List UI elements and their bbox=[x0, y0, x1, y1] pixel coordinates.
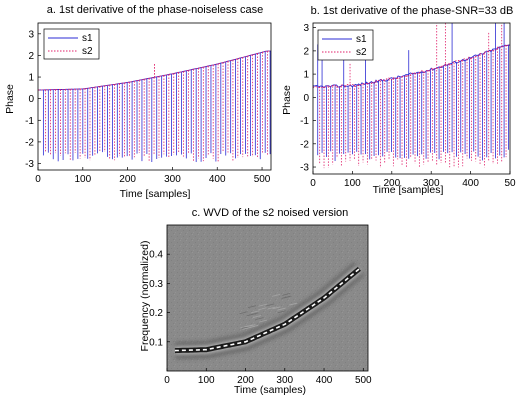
panel-c-ytick-label: 0.2 bbox=[149, 308, 163, 319]
panel-c-crossterm bbox=[258, 307, 267, 311]
panel-c-crossterm bbox=[282, 293, 291, 296]
panel-a-ytick-label: 2 bbox=[28, 51, 34, 62]
panel-c-frame bbox=[166, 224, 369, 372]
panel-b-ytick-label: 1 bbox=[303, 70, 309, 81]
panel-c-crossterm bbox=[250, 312, 259, 316]
panel-a-xlabel: Time [samples] bbox=[120, 188, 191, 200]
panel-a-ytick-label: -1 bbox=[25, 116, 34, 127]
panel-c-crossterm bbox=[250, 310, 260, 314]
panel-b-ytick-label: -2 bbox=[300, 139, 309, 150]
panel-b-plot-area bbox=[313, 23, 510, 169]
panel-b-xtick-label: 400 bbox=[462, 178, 479, 189]
panel-b: b. 1st derivative of the phase-SNR=33 dB… bbox=[281, 5, 516, 196]
panel-a-xtick-label: 300 bbox=[164, 174, 181, 185]
panel-c-crossterm bbox=[267, 306, 276, 310]
panel-c: c. WVD of the s2 noised version 0 100 200 3… bbox=[139, 207, 372, 396]
panel-c-crossterm bbox=[281, 296, 290, 299]
panel-a-axes: 0 100 200 300 400 500 3 2 1 0 -1 -2 -3 bbox=[25, 29, 271, 185]
panel-c-xtick-label: 0 bbox=[164, 375, 170, 386]
panel-c-axes: 0 100 200 300 400 500 0.4 0.3 0.2 0.1 bbox=[149, 250, 372, 386]
panel-c-crossterm bbox=[255, 317, 264, 321]
panel-b-frame bbox=[312, 22, 511, 175]
panel-b-axes: 0 100 200 300 400 50 3 2 1 0 -1 -2 -3 bbox=[300, 23, 516, 189]
panel-b-ytick-label: 0 bbox=[303, 93, 309, 104]
panel-b-legend-box bbox=[317, 29, 374, 61]
panel-b-xtick-label: 200 bbox=[383, 178, 400, 189]
panel-b-legend: s1 s2 bbox=[317, 29, 374, 61]
panel-a-title: a. 1st derivative of the phase-noiseless… bbox=[47, 4, 263, 16]
panel-b-xlabel: Time [samples] bbox=[373, 184, 444, 196]
panel-c-crossterm bbox=[252, 315, 262, 318]
panel-c-title: c. WVD of the s2 noised version bbox=[192, 207, 349, 219]
panel-a-xtick-label: 500 bbox=[254, 174, 271, 185]
panel-a-ytick-label: 3 bbox=[28, 29, 34, 40]
panel-a-xtick-label: 200 bbox=[119, 174, 136, 185]
panel-b-title: b. 1st derivative of the phase-SNR=33 dB bbox=[311, 5, 514, 17]
panel-c-crossterm bbox=[259, 319, 268, 323]
panel-a-ytick-label: -2 bbox=[25, 137, 34, 148]
panel-a-xtick-label: 0 bbox=[35, 174, 41, 185]
panel-c-xtick-label: 200 bbox=[237, 375, 254, 386]
panel-c-ridge-line bbox=[174, 268, 360, 352]
panel-c-xtick-label: 300 bbox=[276, 375, 293, 386]
panel-b-ytick-label: 3 bbox=[303, 23, 309, 34]
panel-c-crossterm bbox=[277, 307, 286, 311]
panel-c-crossterm bbox=[242, 327, 251, 330]
panel-c-xtick-label: 400 bbox=[316, 375, 333, 386]
panel-c-crossterm bbox=[258, 303, 268, 307]
panel-c-plot-area bbox=[167, 225, 368, 371]
panel-c-crossterm bbox=[289, 302, 298, 306]
panel-a-legend: s1 s2 bbox=[43, 28, 100, 60]
panel-a-plot-area bbox=[38, 50, 271, 163]
panel-c-xtick-label: 100 bbox=[198, 375, 215, 386]
panel-b-ylabel: Phase bbox=[281, 85, 293, 115]
panel-c-ytick-label: 0.1 bbox=[149, 337, 163, 348]
panel-a-legend-s1: s1 bbox=[82, 33, 93, 44]
panel-a-ytick-label: -3 bbox=[25, 159, 34, 170]
panel-c-ytick-label: 0.4 bbox=[149, 250, 163, 261]
panel-b-xtick-label: 100 bbox=[344, 178, 361, 189]
panel-c-ytick-label: 0.3 bbox=[149, 279, 163, 290]
panel-c-crossterm bbox=[239, 311, 248, 315]
panel-a-frame bbox=[37, 22, 272, 171]
panel-a-legend-s2: s2 bbox=[82, 46, 93, 57]
panel-b-legend-s2: s2 bbox=[356, 47, 367, 58]
panel-b-xtick-label: 300 bbox=[423, 178, 440, 189]
panel-c-xtick-label: 500 bbox=[355, 375, 372, 386]
panel-b-ytick-label: -3 bbox=[300, 163, 309, 174]
panel-c-crossterm bbox=[277, 310, 286, 314]
panel-b-xtick-label: 50 bbox=[504, 178, 516, 189]
panel-b-ytick-label: -1 bbox=[300, 116, 309, 127]
panel-a-xtick-label: 400 bbox=[209, 174, 226, 185]
panel-a: a. 1st derivative of the phase-noiseless… bbox=[4, 4, 272, 200]
panel-a-ylabel: Phase bbox=[4, 84, 16, 114]
panel-c-crossterm bbox=[244, 324, 253, 328]
panel-c-xlabel: Time (samples) bbox=[234, 384, 306, 396]
panel-c-ylabel: Frequency (normalized) bbox=[139, 241, 151, 352]
panel-b-ytick-label: 2 bbox=[303, 46, 309, 57]
panel-a-ytick-label: 0 bbox=[28, 94, 34, 105]
panel-b-xtick-label: 0 bbox=[310, 178, 316, 189]
panel-a-series-s2-trend bbox=[38, 50, 271, 91]
panel-b-legend-s1: s1 bbox=[356, 34, 367, 45]
panel-c-crossterm bbox=[266, 303, 275, 307]
panel-a-legend-box bbox=[43, 28, 100, 60]
panel-c-crossterm bbox=[250, 325, 259, 328]
panel-c-crossterm bbox=[272, 306, 281, 310]
panel-c-crossterm bbox=[247, 305, 257, 309]
panel-a-ytick-label: 1 bbox=[28, 73, 34, 84]
panel-a-xtick-label: 100 bbox=[74, 174, 91, 185]
panel-c-crossterm bbox=[272, 293, 281, 297]
